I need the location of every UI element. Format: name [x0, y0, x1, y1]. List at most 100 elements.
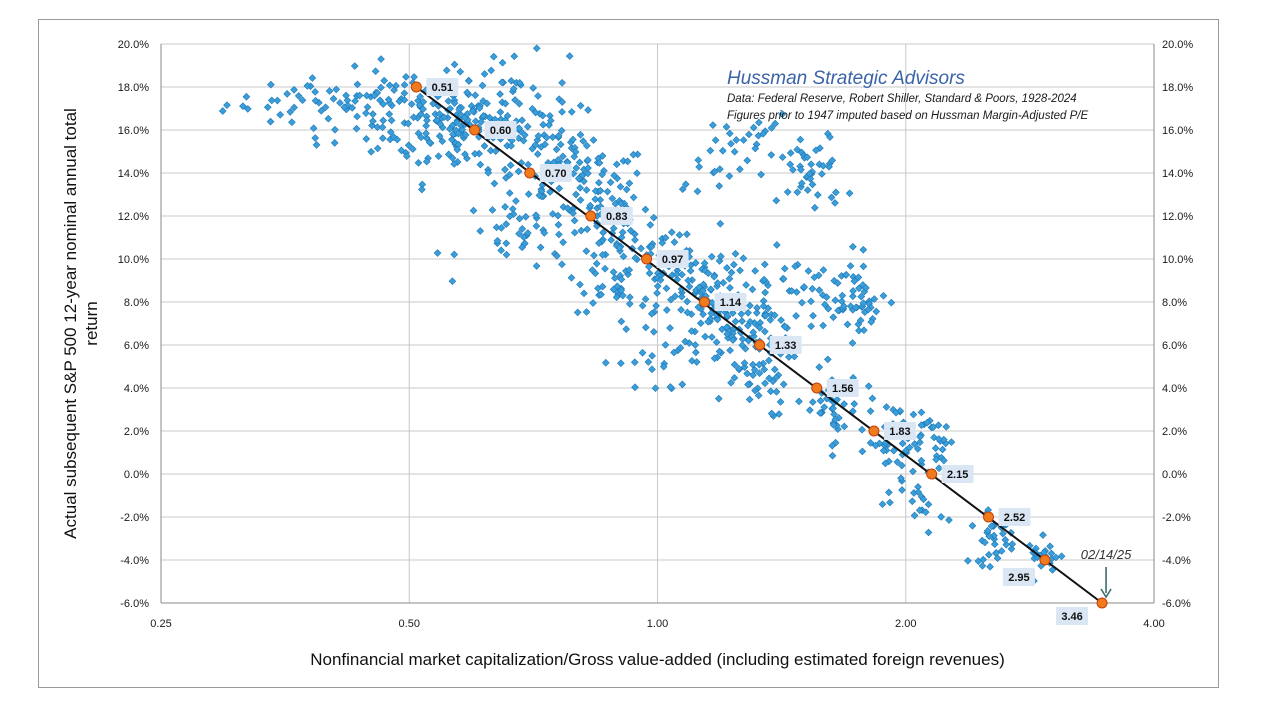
scatter-point [691, 341, 700, 349]
scatter-point [507, 77, 516, 85]
scatter-point [719, 146, 727, 155]
scatter-point [584, 169, 592, 178]
scatter-point [910, 511, 919, 520]
scatter-point [785, 353, 793, 361]
scatter-point [496, 108, 505, 116]
scatter-point [825, 162, 833, 171]
fit-point [926, 468, 938, 480]
scatter-point [800, 283, 808, 291]
scatter-point [622, 325, 631, 333]
scatter-point [433, 116, 441, 124]
scatter-point [613, 282, 622, 291]
scatter-point [395, 97, 404, 106]
scatter-point [652, 301, 660, 310]
scatter-point [492, 223, 501, 232]
scatter-point [717, 252, 725, 261]
fit-label: 2.15 [947, 469, 968, 481]
scatter-point [623, 157, 632, 166]
scatter-point [754, 391, 763, 400]
scatter-point [528, 144, 537, 153]
scatter-point [797, 183, 805, 191]
scatter-point [1002, 540, 1011, 549]
scatter-point [897, 474, 905, 483]
scatter-point [820, 403, 829, 411]
scatter-point [649, 213, 658, 222]
scatter-point [772, 373, 780, 382]
scatter-point [793, 188, 802, 197]
scatter-point [840, 400, 848, 408]
scatter-point [569, 135, 577, 144]
scatter-point [902, 446, 910, 455]
scatter-point [740, 359, 749, 367]
scatter-point [610, 171, 618, 180]
scatter-point [380, 76, 389, 85]
scatter-point [617, 286, 626, 295]
scatter-point [1052, 553, 1060, 562]
annotation-title: Hussman Strategic Advisors [727, 68, 965, 89]
scatter-point [711, 136, 720, 145]
x-tick-label: 2.00 [895, 618, 916, 630]
scatter-point [779, 275, 788, 283]
scatter-point [589, 136, 598, 144]
scatter-point [826, 133, 834, 141]
scatter-point [761, 288, 769, 297]
scatter-point [612, 160, 621, 169]
scatter-point [793, 145, 802, 154]
scatter-point [878, 500, 887, 509]
scatter-point [738, 317, 746, 325]
scatter-point [776, 398, 785, 406]
scatter-point [362, 135, 371, 143]
scatter-point [633, 169, 641, 178]
scatter-point [570, 216, 579, 225]
scatter-point [422, 129, 430, 138]
scatter-point [909, 410, 918, 419]
scatter-point [410, 73, 418, 81]
scatter-point [881, 459, 890, 468]
y-tick-label-right: -2.0% [1162, 512, 1191, 524]
x-ticks: 0.25 0.50 1.00 2.00 4.00 [150, 618, 1164, 630]
scatter-point [730, 374, 739, 382]
scatter-point [469, 206, 478, 215]
chart-svg: 0.51 0.60 0.70 0.83 0.97 1.14 1.33 1.56 1.83 2.15… [61, 39, 1193, 669]
scatter-point [887, 298, 896, 307]
scatter-point [822, 293, 831, 301]
scatter-point [803, 186, 812, 194]
y-tick-label-right: 0.0% [1162, 469, 1187, 481]
scatter-point [827, 193, 836, 202]
scatter-point [772, 387, 781, 396]
scatter-point [1057, 552, 1066, 561]
scatter-point [547, 116, 555, 125]
scatter-point [942, 422, 951, 431]
scatter-point [808, 284, 817, 293]
scatter-point [723, 312, 732, 320]
scatter-point [541, 140, 549, 149]
scatter-point [868, 394, 877, 403]
scatter-point [584, 156, 592, 164]
scatter-point [770, 365, 779, 374]
scatter-point [601, 358, 610, 367]
scatter-point [436, 120, 445, 128]
annotation-line-1: Data: Federal Reserve, Robert Shiller, S… [727, 93, 1077, 105]
scatter-point [828, 451, 837, 460]
scatter-point [767, 151, 776, 159]
scatter-point [501, 99, 510, 108]
scatter-point [422, 157, 431, 166]
scatter-point [666, 324, 674, 332]
scatter-point [823, 355, 832, 364]
scatter-point [743, 156, 752, 165]
scatter-point [759, 302, 768, 310]
scatter-point [647, 309, 656, 318]
scatter-point [755, 118, 763, 127]
scatter-point [864, 305, 873, 314]
scatter-point [480, 142, 489, 150]
fit-label-box [714, 293, 747, 311]
scatter-point [629, 150, 638, 159]
scatter-point [385, 110, 394, 118]
scatter-point [831, 296, 840, 305]
scatter-point [648, 352, 656, 360]
scatter-point [490, 179, 499, 188]
fit-point [811, 382, 823, 394]
y-tick-label-left: 8.0% [124, 297, 149, 309]
scatter-point [574, 174, 583, 183]
scatter-point [667, 295, 675, 304]
